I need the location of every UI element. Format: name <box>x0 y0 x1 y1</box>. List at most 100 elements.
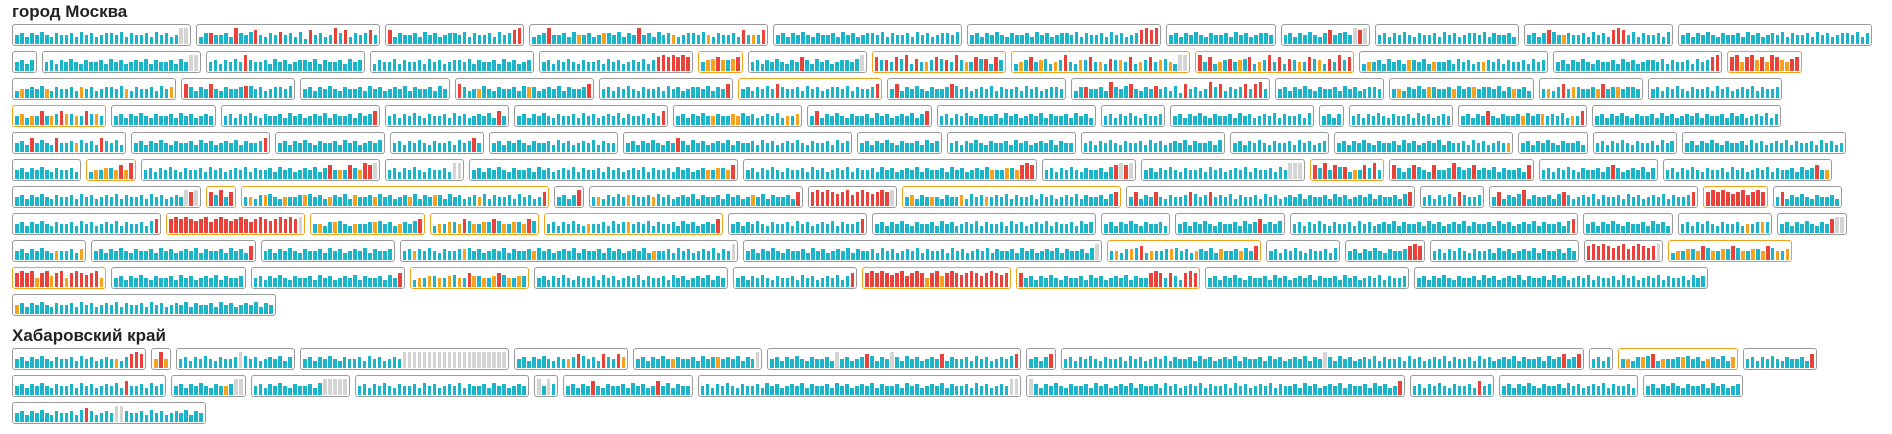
bar <box>1039 360 1043 368</box>
bar <box>910 225 914 233</box>
bar <box>338 33 343 44</box>
bar <box>338 220 342 233</box>
bar <box>84 386 89 395</box>
bar <box>1595 116 1599 125</box>
bar <box>1253 83 1258 98</box>
bar <box>546 379 551 395</box>
bar <box>15 197 19 206</box>
bar <box>1318 359 1322 368</box>
bar <box>1049 386 1053 395</box>
bar <box>1317 220 1322 233</box>
bar <box>392 58 397 71</box>
bar <box>1089 170 1094 179</box>
bar <box>691 252 696 260</box>
bar <box>1754 143 1759 152</box>
bar <box>353 195 357 206</box>
bar <box>651 89 656 98</box>
bar <box>119 85 124 98</box>
bar <box>293 141 297 152</box>
bar <box>1655 62 1660 71</box>
bar <box>253 29 258 44</box>
bar <box>1566 33 1571 44</box>
bar <box>278 87 283 98</box>
bar <box>1522 386 1526 395</box>
bar <box>855 222 860 233</box>
bar <box>368 222 372 233</box>
bar <box>1417 222 1421 233</box>
bar <box>979 195 984 206</box>
bar <box>1809 141 1814 152</box>
bar <box>1313 197 1317 206</box>
bar <box>253 89 258 98</box>
bar <box>338 90 342 98</box>
bar <box>1705 168 1710 179</box>
bar <box>1600 141 1605 152</box>
bar <box>1734 143 1739 152</box>
bar <box>184 387 188 395</box>
bar <box>84 407 89 422</box>
bar <box>1432 164 1436 179</box>
bar <box>452 386 457 395</box>
bar <box>1739 141 1744 152</box>
bar <box>189 191 194 206</box>
bar <box>413 193 417 206</box>
bar <box>1522 190 1526 206</box>
bar <box>1740 251 1745 260</box>
bar <box>875 112 879 125</box>
bar <box>1382 279 1387 287</box>
bar <box>760 139 765 152</box>
bar <box>1308 360 1312 368</box>
sparkline-box <box>1106 240 1261 262</box>
bar <box>1079 276 1083 287</box>
bar <box>1461 116 1465 125</box>
bar <box>964 141 969 152</box>
bar <box>502 35 507 44</box>
bar <box>149 36 154 44</box>
bar <box>1387 58 1391 71</box>
bar <box>939 276 944 287</box>
bar <box>811 247 815 260</box>
bar <box>1342 85 1347 98</box>
bar <box>1219 35 1223 44</box>
bar <box>1745 195 1750 206</box>
bar <box>392 114 397 125</box>
bar <box>184 143 188 152</box>
bar <box>1800 357 1805 368</box>
bar <box>1520 116 1525 125</box>
bar <box>1029 359 1033 368</box>
bar <box>1462 170 1466 179</box>
bar <box>214 195 218 206</box>
bar <box>1028 56 1033 71</box>
bar <box>969 62 974 71</box>
bar <box>745 357 750 368</box>
sparkline-box <box>12 24 192 46</box>
bar <box>1164 249 1169 260</box>
bar <box>1088 355 1093 368</box>
bar <box>1134 247 1139 260</box>
bar <box>641 87 646 98</box>
bar <box>1631 168 1635 179</box>
bar <box>357 357 362 368</box>
bar <box>169 87 174 98</box>
bar <box>661 35 666 44</box>
bar <box>646 276 651 287</box>
bar <box>1243 220 1247 233</box>
bar <box>373 249 377 260</box>
bar <box>243 218 248 233</box>
bar <box>1163 278 1168 287</box>
bar <box>566 386 571 395</box>
bar <box>1839 143 1844 152</box>
bar <box>944 387 949 395</box>
bar <box>1010 33 1014 44</box>
bar <box>368 85 372 98</box>
bar <box>447 222 452 233</box>
bar <box>388 222 392 233</box>
bar <box>413 87 417 98</box>
bar <box>626 62 631 71</box>
bar <box>810 63 814 71</box>
bar <box>676 278 681 287</box>
bar <box>994 224 999 233</box>
bar <box>889 62 894 71</box>
bar <box>387 386 392 395</box>
bar <box>1128 220 1133 233</box>
